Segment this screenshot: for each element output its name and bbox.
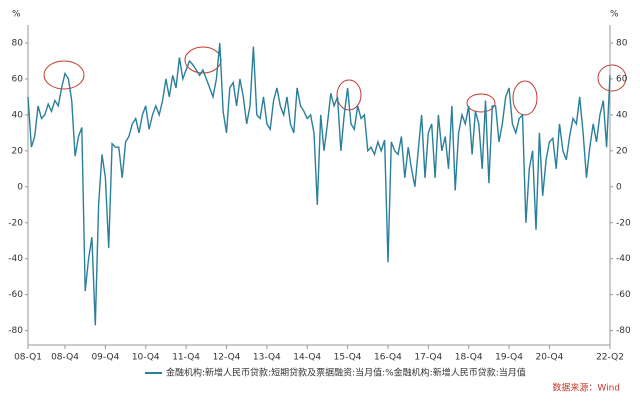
y-tick-label: 0 bbox=[17, 182, 23, 192]
x-tick-label: 14-Q4 bbox=[293, 353, 321, 363]
y-tick-label-right: -80 bbox=[616, 326, 631, 336]
highlight bbox=[597, 64, 627, 92]
x-tick-label: 17-Q4 bbox=[414, 353, 442, 363]
y-tick-label-right: 20 bbox=[616, 146, 628, 156]
highlight bbox=[512, 80, 538, 116]
x-tick-label: 16-Q4 bbox=[374, 353, 402, 363]
y-unit-left: % bbox=[12, 10, 21, 20]
x-tick-label: 08-Q1 bbox=[14, 353, 42, 363]
y-tick-label: 60 bbox=[12, 74, 24, 84]
y-tick-label-right: 0 bbox=[616, 182, 622, 192]
x-tick-label: 08-Q4 bbox=[51, 353, 79, 363]
x-tick-label: 19-Q4 bbox=[495, 353, 523, 363]
y-tick-label: -20 bbox=[8, 218, 23, 228]
y-tick-label-right: -40 bbox=[616, 254, 631, 264]
y-tick-label: 80 bbox=[12, 38, 24, 48]
highlight bbox=[466, 93, 496, 113]
y-tick-label: 40 bbox=[12, 110, 24, 120]
x-tick-label: 20-Q4 bbox=[536, 353, 564, 363]
y-tick-label-right: 40 bbox=[616, 110, 628, 120]
y-tick-label-right: 60 bbox=[616, 74, 628, 84]
line-series bbox=[27, 42, 611, 326]
y-tick-label-right: -60 bbox=[616, 290, 631, 300]
x-tick-label: 12-Q4 bbox=[213, 353, 241, 363]
legend-label: 金融机构:新增人民币贷款:短期贷款及票据融资:当月值:%金融机构:新增人民币贷款… bbox=[166, 367, 526, 379]
source: 数据来源：Wind bbox=[552, 382, 620, 394]
y-tick-label-right: -20 bbox=[616, 218, 631, 228]
x-tick-label: 22-Q2 bbox=[596, 353, 624, 363]
y-tick-label-right: 80 bbox=[616, 38, 628, 48]
highlight bbox=[43, 60, 85, 90]
y-unit-right: % bbox=[610, 10, 619, 20]
y-tick-label: -60 bbox=[8, 290, 23, 300]
x-tick-label: 10-Q4 bbox=[132, 353, 160, 363]
x-tick-label: 15-Q4 bbox=[334, 353, 362, 363]
y-tick-label: -40 bbox=[8, 254, 23, 264]
y-tick-label: -80 bbox=[8, 326, 23, 336]
x-tick-label: 11-Q4 bbox=[172, 353, 200, 363]
x-tick-label: 13-Q4 bbox=[253, 353, 281, 363]
y-tick-label: 20 bbox=[12, 146, 24, 156]
x-tick-label: 09-Q4 bbox=[91, 353, 119, 363]
x-tick-label: 18-Q4 bbox=[455, 353, 483, 363]
